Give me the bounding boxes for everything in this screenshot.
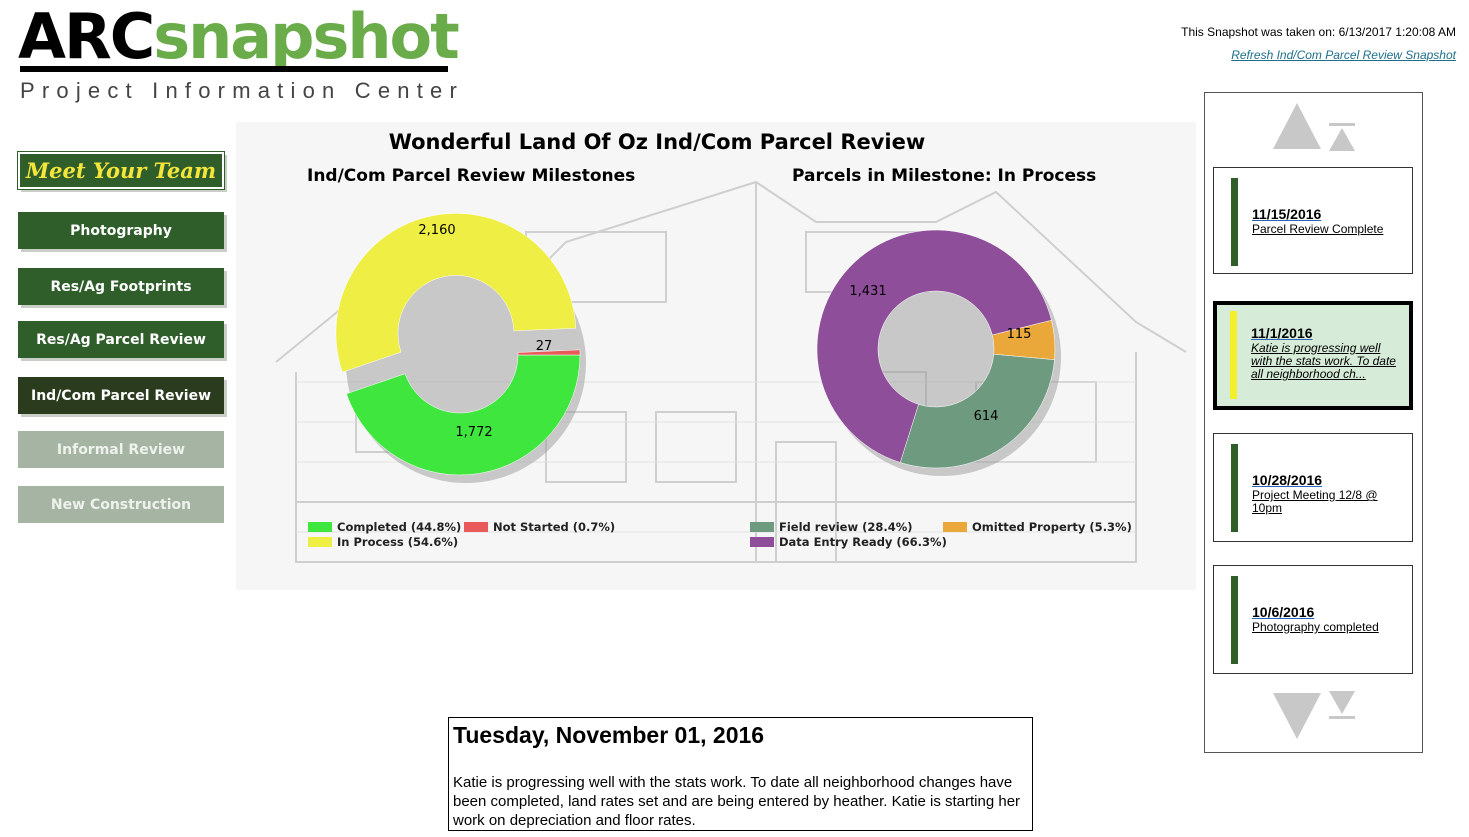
event-date[interactable]: 10/6/2016 (1252, 604, 1315, 620)
legend-swatch (308, 537, 332, 547)
donut-slice-not-started[interactable] (517, 349, 581, 356)
detail-date: Tuesday, November 01, 2016 (453, 722, 765, 748)
dashboard-title: Wonderful Land Of Oz Ind/Com Parcel Revi… (388, 130, 926, 154)
legend-in-process: In Process (54.6%) (308, 535, 458, 549)
legend-label: Completed (44.8%) (337, 520, 462, 534)
event-description[interactable]: Parcel Review Complete (1252, 222, 1384, 236)
event-date[interactable]: 10/28/2016 (1252, 472, 1323, 488)
legend-label: In Process (54.6%) (337, 535, 459, 549)
donut-data-label: 2,160 (418, 223, 455, 238)
refresh-snapshot-link[interactable]: Refresh Ind/Com Parcel Review Snapshot (1231, 48, 1456, 62)
res-ag-parcel-review-button[interactable]: Res/Ag Parcel Review (18, 321, 224, 358)
event-detail-panel: Tuesday, November 01, 2016 Katie is prog… (448, 717, 1033, 831)
logo-snapshot-text: snapshot (153, 0, 460, 73)
legend-field-review: Field review (28.4%) (750, 520, 913, 534)
legend-label: Not Started (0.7%) (493, 520, 616, 534)
donut-data-label: 115 (1007, 327, 1032, 342)
donut-slice-completed[interactable] (346, 354, 581, 476)
photography-button[interactable]: Photography (18, 212, 224, 249)
donut-slice-data-entry-ready[interactable] (816, 229, 1052, 463)
ind-com-parcel-review-button[interactable]: Ind/Com Parcel Review (18, 377, 224, 414)
logo-subtitle: Project Information Center (20, 78, 464, 103)
event-status-bar (1231, 178, 1238, 266)
milestones-chart-title: Ind/Com Parcel Review Milestones (307, 166, 636, 186)
legend-completed: Completed (44.8%) (308, 520, 461, 534)
legend-swatch (308, 522, 332, 532)
timeline-panel: 11/15/2016 Parcel Review Complete 11/1/2… (1204, 92, 1423, 753)
new-construction-button: New Construction (18, 486, 224, 523)
donut-slice-in-process[interactable] (335, 213, 577, 373)
event-status-bar (1231, 576, 1238, 664)
event-status-bar (1231, 444, 1238, 532)
event-description[interactable]: Photography completed (1252, 620, 1379, 634)
legend-swatch (464, 522, 488, 532)
scroll-up-icon[interactable] (1273, 103, 1321, 149)
event-date[interactable]: 11/1/2016 (1251, 325, 1313, 341)
scroll-to-bottom-icon[interactable] (1329, 691, 1355, 719)
legend-swatch (750, 522, 774, 532)
meet-your-team-button[interactable]: Meet Your Team (17, 151, 225, 190)
timeline-event-card[interactable]: 11/15/2016 Parcel Review Complete (1213, 167, 1413, 274)
snapshot-timestamp: This Snapshot was taken on: 6/13/2017 1:… (1181, 25, 1456, 39)
legend-swatch (943, 522, 967, 532)
res-ag-footprints-button[interactable]: Res/Ag Footprints (18, 268, 224, 305)
informal-review-button: Informal Review (18, 431, 224, 468)
donut-data-label: 1,772 (455, 425, 492, 440)
legend-data-entry-ready: Data Entry Ready (66.3%) (750, 535, 947, 549)
donut-data-label: 1,431 (849, 284, 886, 299)
event-description[interactable]: Katie is progressing well with the stats… (1251, 341, 1396, 381)
scroll-to-top-icon[interactable] (1329, 123, 1355, 151)
timeline-event-card[interactable]: 10/28/2016 Project Meeting 12/8 @ 10pm (1213, 433, 1413, 542)
logo-divider (20, 66, 448, 72)
legend-omitted-property: Omitted Property (5.3%) (943, 520, 1132, 534)
detail-text: Katie is progressing well with the stats… (453, 774, 1021, 829)
legend-swatch (750, 537, 774, 547)
donut-slice-field-review[interactable] (899, 353, 1055, 469)
legend-label: Omitted Property (5.3%) (972, 520, 1132, 534)
event-date[interactable]: 11/15/2016 (1252, 206, 1322, 222)
donut-data-label: 27 (536, 339, 553, 354)
arc-snapshot-logo: ARCsnapshot Project Information Center (18, 4, 460, 104)
legend-label: Field review (28.4%) (779, 520, 913, 534)
logo-arc-text: ARC (18, 0, 155, 73)
legend-label: Data Entry Ready (66.3%) (779, 535, 947, 549)
legend-not-started: Not Started (0.7%) (464, 520, 615, 534)
scroll-down-icon[interactable] (1273, 693, 1321, 739)
timeline-event-card-selected[interactable]: 11/1/2016 Katie is progressing well with… (1213, 301, 1413, 410)
timeline-event-card[interactable]: 10/6/2016 Photography completed (1213, 565, 1413, 674)
event-status-bar (1230, 311, 1237, 399)
in-process-chart-title: Parcels in Milestone: In Process (792, 166, 1097, 186)
event-description[interactable]: Project Meeting 12/8 @ 10pm (1252, 488, 1378, 515)
donut-data-label: 614 (974, 409, 999, 424)
donut-charts: 1,772 27 2,160 614 115 1,431 (335, 213, 1061, 483)
